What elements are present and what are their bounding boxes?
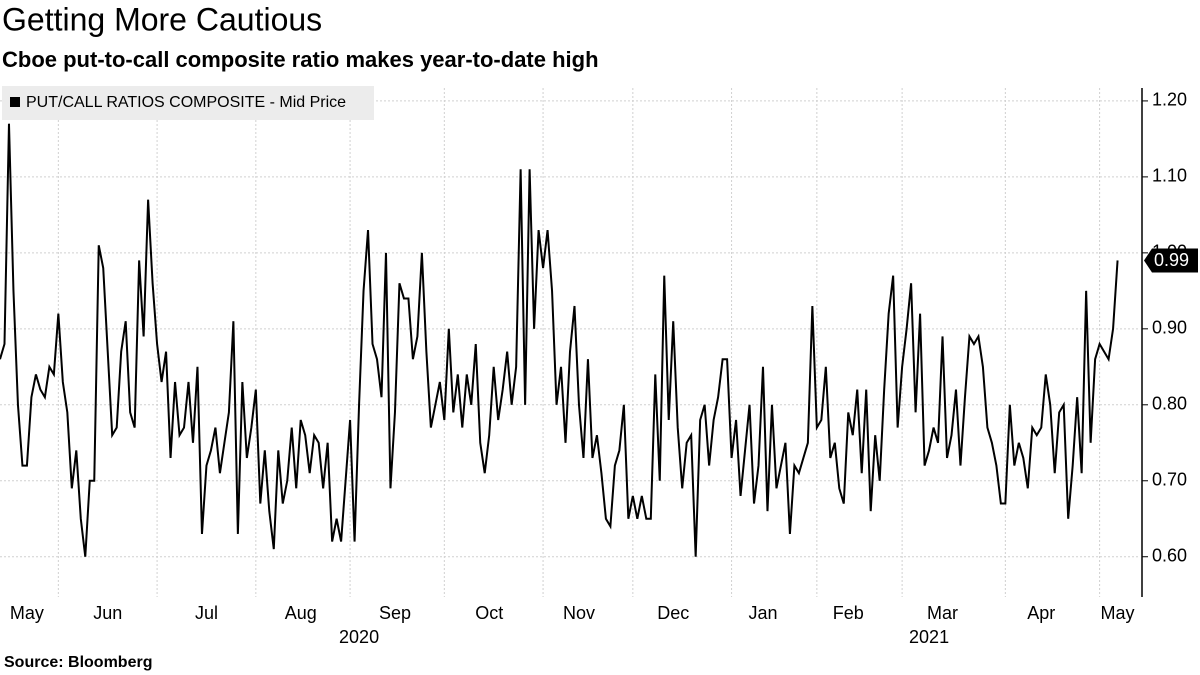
last-value-label: 0.99: [1154, 250, 1189, 270]
legend-label: PUT/CALL RATIOS COMPOSITE - Mid Price: [26, 94, 346, 111]
x-tick-label: Aug: [285, 603, 317, 623]
legend: PUT/CALL RATIOS COMPOSITE - Mid Price: [2, 86, 374, 120]
x-tick-label: Sep: [379, 603, 411, 623]
year-label: 2021: [909, 627, 949, 647]
x-tick-label: Jun: [93, 603, 122, 623]
x-tick-label: Dec: [657, 603, 689, 623]
y-tick-label: 0.80: [1152, 394, 1187, 414]
chart-title: Getting More Cautious: [2, 1, 322, 37]
year-label: 2020: [339, 627, 379, 647]
x-tick-label: Jul: [195, 603, 218, 623]
y-tick-label: 1.20: [1152, 90, 1187, 110]
y-tick-label: 0.70: [1152, 470, 1187, 490]
data-line: [0, 123, 1119, 557]
chart-subtitle: Cboe put-to-call composite ratio makes y…: [2, 47, 599, 72]
x-tick-label: Feb: [833, 603, 864, 623]
source: Source: Bloomberg: [4, 654, 152, 671]
legend-swatch: [10, 97, 20, 107]
x-tick-label: Nov: [563, 603, 595, 623]
x-tick-label: Oct: [475, 603, 503, 623]
y-tick-label: 0.90: [1152, 318, 1187, 338]
y-tick-label: 1.10: [1152, 166, 1187, 186]
x-tick-label: May: [10, 603, 44, 623]
x-tick-label: Mar: [927, 603, 958, 623]
legend-box: [2, 86, 374, 120]
x-tick-label: May: [1101, 603, 1135, 623]
y-tick-label: 0.60: [1152, 545, 1187, 565]
x-tick-label: Apr: [1027, 603, 1055, 623]
x-tick-label: Jan: [748, 603, 777, 623]
last-value-box: [1144, 248, 1198, 273]
